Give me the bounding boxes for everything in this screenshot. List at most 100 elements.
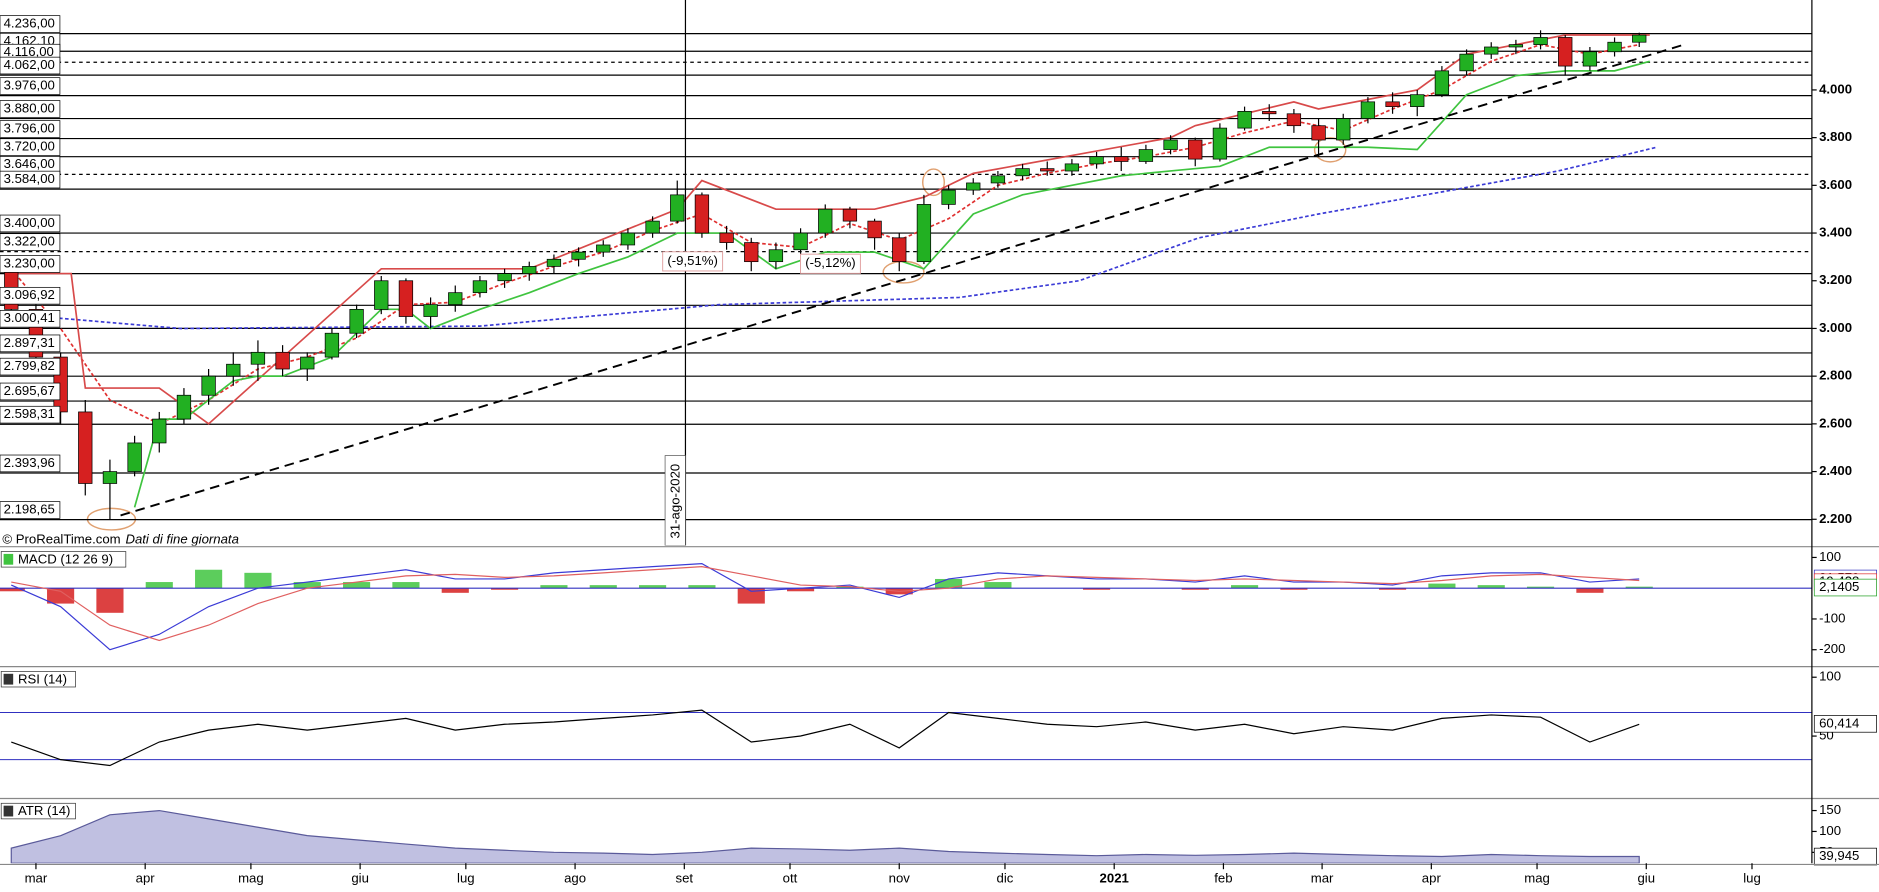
level-label-box [0,255,61,273]
cursor-label: 31-ago-2020 [667,464,682,539]
histogram-bar [1181,588,1209,590]
candle-body [892,237,907,263]
highlight-circle [1313,137,1347,163]
level-label-box [0,214,61,233]
candle-body [867,220,882,239]
cursor-label-box [664,455,686,546]
candle-body [497,273,512,282]
level-label: 4.236,00 [4,16,55,31]
annotation: (-9,51%) [667,253,718,268]
level-label-box [0,382,61,401]
candle-body [1237,111,1252,129]
candle-body [250,351,266,365]
candle-body [1089,156,1104,165]
histogram-bar [392,582,420,589]
level-label-box [0,138,61,156]
histogram-bar [639,585,667,589]
level-label-box [0,120,61,138]
value-label: 39,945 [1819,848,1859,863]
candle-body [349,309,364,334]
histogram-bar [441,588,469,593]
candle-body [522,266,537,274]
histogram-bar [1428,583,1456,589]
source-note: Dati di fine giornata [125,532,238,547]
histogram-bar [145,582,173,589]
candle-body [620,232,636,246]
candle-body [1262,111,1277,115]
candle-body [670,194,685,222]
x-tick-label: mar [25,870,48,885]
panel-title-text: ATR (14) [18,803,70,818]
level-label: 4.062,00 [4,57,55,72]
histogram-bar [984,582,1012,589]
annotation-box [800,253,861,274]
candle-body [1138,149,1154,162]
y-tick-label: -100 [1819,610,1845,625]
candle-body [1015,168,1030,177]
y-tick-label: 3.000 [1819,320,1852,335]
level-label-box [0,286,61,305]
level-label-box [0,56,61,75]
panel-title-box [0,551,127,568]
level-label-box [0,357,61,376]
histogram-bar [1576,588,1604,593]
candle-body [1040,168,1055,172]
panel-title-text: MACD (12 26 9) [18,551,113,566]
candle-body [1212,127,1228,160]
candle-body [1558,37,1573,67]
candle-body [1163,139,1178,150]
histogram-bar [0,588,25,592]
y-tick-label: 3.200 [1819,272,1852,287]
level-label-box [0,15,61,33]
level-label: 2.598,31 [4,406,55,421]
candle-body [1286,113,1302,127]
x-tick-label: mar [1311,870,1334,885]
overlay-line [120,43,1686,517]
histogram-bar [787,588,815,592]
level-label: 3.322,00 [4,234,55,249]
y-tick-label: 2.400 [1819,463,1852,478]
candle-body [990,175,1006,184]
level-label: 3.880,00 [4,100,55,115]
candle-body [1311,125,1326,141]
y-tick-label: 100 [1819,549,1841,564]
candle-body [719,232,734,243]
source: © ProRealTime.com Dati di fine giornata [2,532,239,547]
candle-body [793,232,808,251]
candle-body [744,242,759,263]
candle-body [1508,44,1524,48]
candle-body [201,375,216,396]
histogram-bar [540,585,568,589]
histogram-bar [1527,586,1555,589]
y-tick-label: 3.800 [1819,129,1852,144]
candle-body [1582,51,1598,67]
candle-body [1533,37,1548,45]
x-tick-label: ott [783,870,798,885]
candle-body [1410,94,1425,107]
candle-body [1064,163,1080,172]
candle-body [78,411,93,484]
candle-body [1336,118,1351,141]
level-label: 3.000,41 [4,310,55,325]
candle-body [102,471,118,484]
level-label-box [0,501,61,519]
level-label-box [0,405,61,424]
candle-body [596,244,611,253]
y-tick-label: 2.600 [1819,415,1852,430]
panel-title-box [0,802,76,820]
x-tick-label: mag [1524,870,1550,885]
panel-icon [3,673,14,685]
level-label-box [0,454,61,473]
value-label-box [1813,715,1877,733]
level-label: 3.720,00 [4,139,55,154]
histogram-bar [96,588,124,613]
candle-body [1114,156,1129,162]
histogram-bar [1379,588,1407,590]
level-label: 4.116,00 [4,44,54,59]
candle-body [842,208,858,222]
histogram-bar [244,572,272,589]
histogram-bar [1625,586,1653,589]
x-tick-label: mag [238,870,264,885]
histogram-bar [491,588,519,590]
x-tick-label: giu [351,870,369,885]
